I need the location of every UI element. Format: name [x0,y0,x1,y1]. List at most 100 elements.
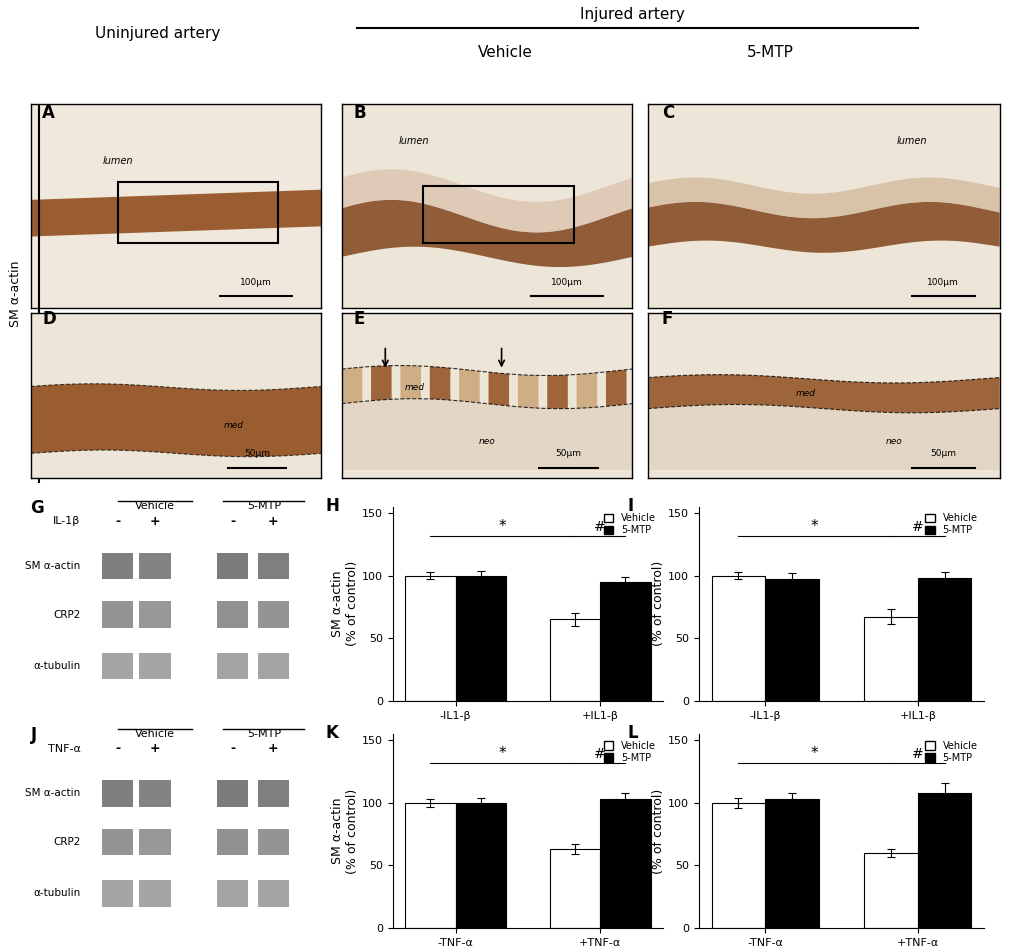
Bar [405,576,455,701]
Text: Injured artery: Injured artery [580,7,684,22]
Text: SM α-actin: SM α-actin [25,788,81,798]
Bar [764,799,818,928]
Bar [102,652,133,679]
Text: IL-1β: IL-1β [53,516,81,527]
Text: med: med [795,389,815,399]
Text: SM α-actin: SM α-actin [9,260,21,327]
Bar [140,880,170,906]
Text: α-tubulin: α-tubulin [33,661,81,671]
Polygon shape [341,200,632,267]
Bar [102,779,133,807]
Text: K: K [325,724,337,742]
Bar [549,619,599,701]
Bar [217,552,248,580]
Text: CRP2: CRP2 [53,837,81,848]
Text: 100μm: 100μm [926,278,958,287]
Bar [258,880,288,906]
Bar [599,799,650,928]
Text: C: C [661,104,674,122]
Bar [140,829,170,855]
Polygon shape [647,404,999,470]
Bar [258,652,288,679]
Bar [140,652,170,679]
Text: neo: neo [884,438,902,446]
Text: med: med [224,420,244,430]
Text: D: D [42,310,56,328]
Text: α-tubulin: α-tubulin [33,888,81,899]
Text: #: # [911,747,923,761]
Text: F: F [661,310,673,328]
Text: *: * [498,519,505,534]
Polygon shape [31,104,321,308]
Text: L: L [627,724,637,742]
Polygon shape [429,366,450,401]
Bar [102,829,133,855]
Bar [258,829,288,855]
Text: *: * [498,746,505,761]
Bar [217,880,248,906]
Polygon shape [341,313,632,478]
Bar [140,779,170,807]
Polygon shape [371,366,391,401]
Bar [217,829,248,855]
Polygon shape [647,375,999,413]
Polygon shape [488,372,508,406]
Text: +: + [150,742,160,755]
Polygon shape [341,399,632,470]
Polygon shape [547,375,568,408]
Text: lumen: lumen [896,135,926,146]
Text: CRP2: CRP2 [53,610,81,620]
Bar [764,580,818,701]
Bar [102,552,133,580]
Text: #: # [911,520,923,534]
Bar [258,552,288,580]
Bar [423,186,574,242]
Text: +: + [150,515,160,527]
Text: *: * [810,519,818,534]
Polygon shape [31,384,321,456]
Legend: Vehicle, 5-MTP: Vehicle, 5-MTP [922,511,978,537]
Polygon shape [341,367,362,403]
Text: 100μm: 100μm [550,278,582,287]
Y-axis label: SM α-actin
(% of control): SM α-actin (% of control) [331,561,359,647]
Bar [102,880,133,906]
Text: Vehicle: Vehicle [135,501,175,511]
Text: -: - [230,515,235,527]
Text: 50μm: 50μm [929,449,956,458]
Polygon shape [459,369,479,402]
Polygon shape [518,375,538,408]
Text: B: B [353,104,366,122]
Text: Vehicle: Vehicle [135,728,175,739]
Bar [217,652,248,679]
Bar [599,581,650,701]
Text: med: med [404,383,424,392]
Bar [217,779,248,807]
Polygon shape [341,104,632,308]
Text: +: + [268,742,278,755]
Legend: Vehicle, 5-MTP: Vehicle, 5-MTP [601,739,657,764]
Bar [140,601,170,628]
Bar [140,552,170,580]
Text: *: * [810,746,818,761]
Bar [258,601,288,628]
Bar [405,803,455,928]
Text: J: J [31,726,37,744]
Polygon shape [647,202,999,253]
Text: 5-MTP: 5-MTP [247,501,280,511]
Polygon shape [31,189,321,237]
Bar [917,578,970,701]
Polygon shape [576,373,596,408]
Bar [455,576,505,701]
Text: SM α-actin: SM α-actin [25,561,81,571]
Text: #: # [594,520,605,534]
Y-axis label: SM α-actin
(% of control): SM α-actin (% of control) [331,788,359,874]
Legend: Vehicle, 5-MTP: Vehicle, 5-MTP [922,739,978,764]
Y-axis label: CRP2
(% of control): CRP2 (% of control) [637,788,664,874]
Bar [917,793,970,928]
Y-axis label: CRP2
(% of control): CRP2 (% of control) [637,561,664,647]
Text: lumen: lumen [398,135,429,146]
Text: -: - [230,742,235,755]
Legend: Vehicle, 5-MTP: Vehicle, 5-MTP [601,511,657,537]
Polygon shape [647,313,999,478]
Text: lumen: lumen [103,156,132,166]
